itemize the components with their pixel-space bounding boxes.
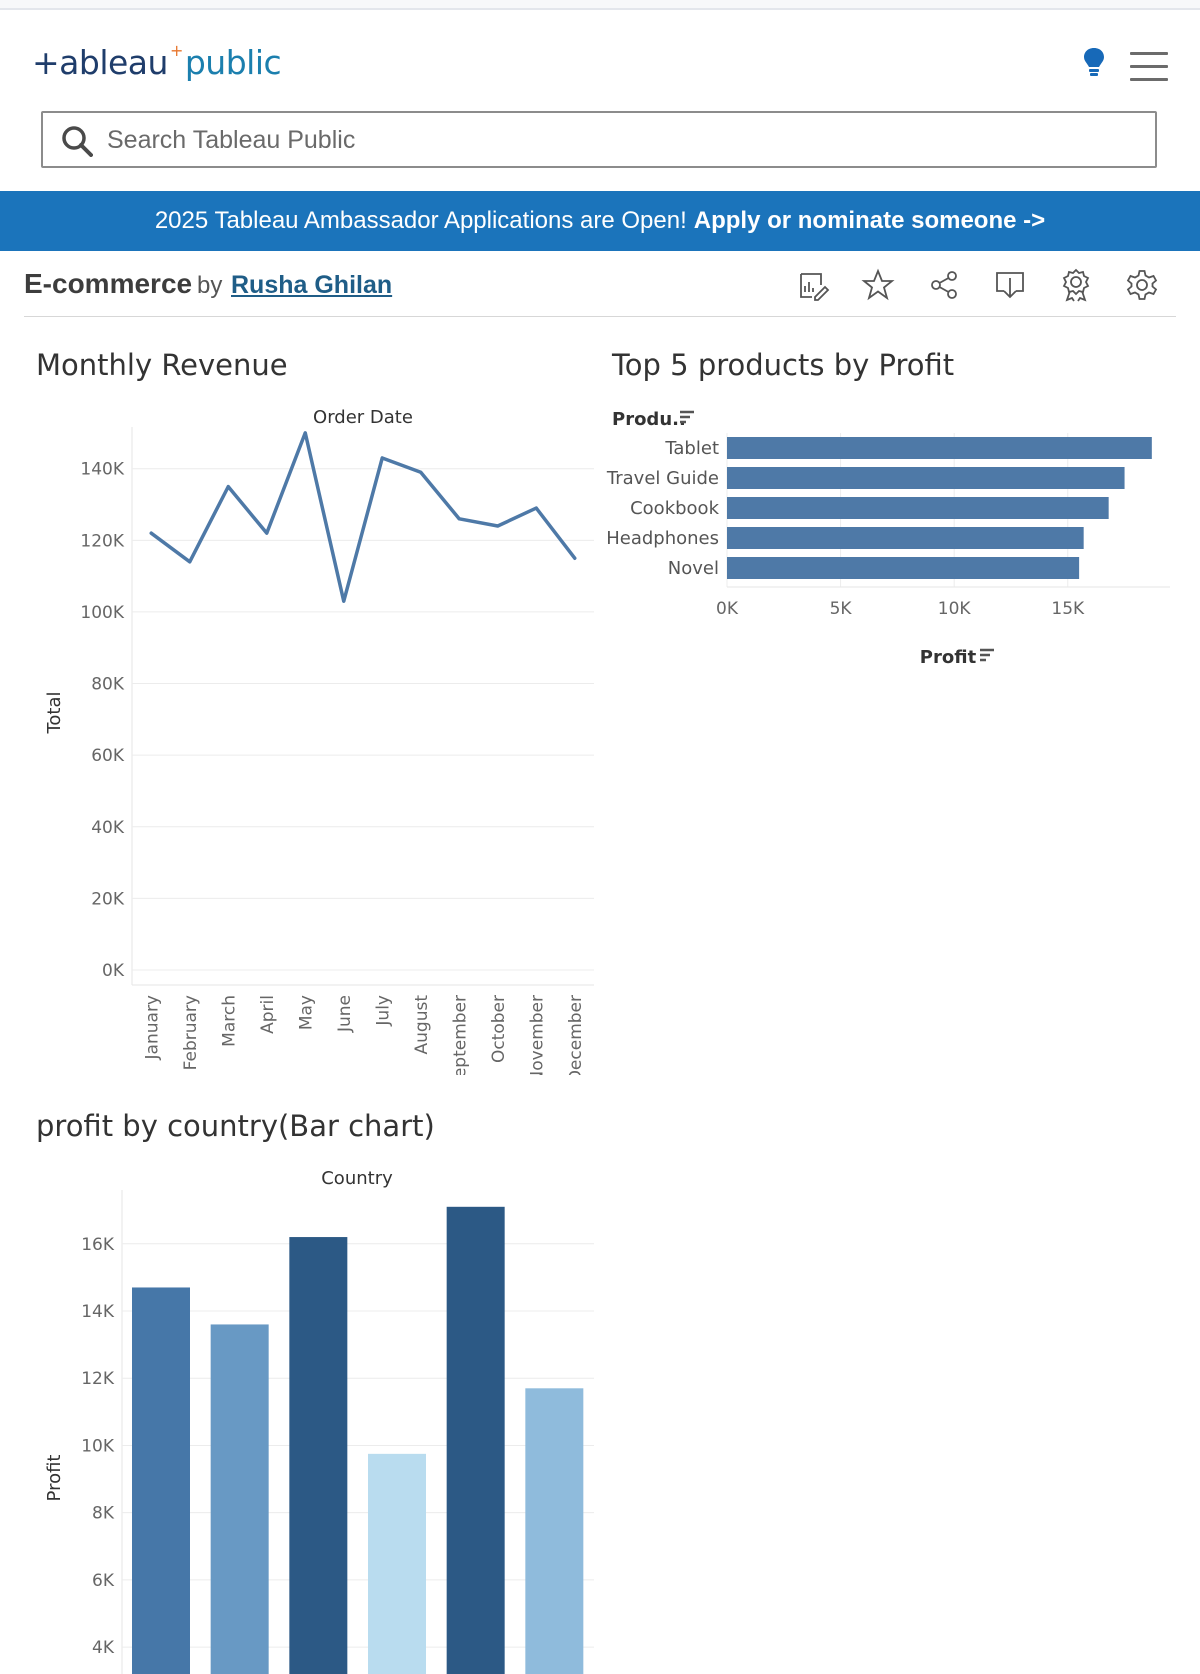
profit-by-country-chart: Country 4K 6K 8K 10K 12K 14K 16K Profit — [44, 1168, 594, 1674]
y-tick-label: 20K — [91, 889, 125, 909]
profit-bar — [727, 467, 1125, 489]
country-profit-bar — [289, 1237, 348, 1674]
banner-link[interactable]: Apply or nominate someone -> — [693, 207, 1046, 234]
site-header: +ableau + public — [0, 10, 1200, 105]
viz-title: E-commerce — [24, 268, 193, 299]
tableau-public-logo[interactable]: +ableau + public — [32, 37, 282, 87]
y-axis-title: Total — [44, 691, 65, 734]
y-tick-label: 10K — [81, 1436, 115, 1456]
y-tick-label: 60K — [91, 746, 125, 766]
banner-text: 2025 Tableau Ambassador Applications are… — [154, 207, 687, 234]
hamburger-menu-icon[interactable] — [1130, 52, 1168, 82]
sort-icon — [680, 410, 694, 424]
row-header: Produ.. — [612, 409, 686, 430]
x-tick-label: August — [412, 995, 432, 1055]
x-tick-label: December — [566, 995, 586, 1075]
revenue-point — [534, 506, 538, 510]
top-products-title: Top 5 products by Profit — [612, 348, 955, 382]
revenue-point — [303, 431, 307, 435]
x-tick-label: 0K — [716, 599, 739, 619]
revenue-point — [419, 470, 423, 474]
y-tick-label: 16K — [81, 1235, 115, 1255]
revenue-point — [226, 485, 230, 489]
x-tick-label: March — [219, 995, 239, 1047]
revenue-point — [149, 531, 153, 535]
logo-plus-mark: + — [169, 40, 183, 60]
revenue-point — [457, 517, 461, 521]
category-label: Cookbook — [630, 498, 719, 519]
viz-title-row: E-commerce by Rusha Ghilan — [24, 262, 1176, 317]
country-profit-bar — [210, 1324, 269, 1674]
y-tick-label: 14K — [81, 1302, 115, 1322]
x-tick-label: February — [181, 995, 201, 1070]
download-icon[interactable] — [993, 268, 1027, 302]
logo-text-public: public — [184, 42, 282, 82]
x-tick-label: May — [296, 995, 316, 1030]
search-icon — [61, 125, 93, 162]
profit-bar — [727, 497, 1109, 519]
author-link[interactable]: Rusha Ghilan — [231, 271, 393, 299]
edit-viz-icon[interactable] — [796, 268, 830, 302]
profit-bar — [727, 437, 1152, 459]
y-tick-label: 6K — [92, 1571, 115, 1591]
x-tick-label: September — [450, 995, 470, 1075]
search-input[interactable] — [105, 119, 1139, 161]
monthly-revenue-chart: Order Date 0K 20K 40K 60K 80K 100K 120K 140K Tota… — [44, 407, 594, 1075]
x-tick-label: 10K — [938, 599, 972, 619]
x-axis-title: Profit — [920, 647, 977, 668]
x-tick-label: October — [489, 995, 509, 1063]
line-chart-header: Order Date — [313, 407, 413, 428]
category-label: Travel Guide — [606, 468, 719, 489]
lightbulb-icon[interactable] — [1082, 46, 1106, 85]
country-profit-bar — [525, 1388, 584, 1674]
revenue-point — [265, 531, 269, 535]
y-tick-label: 80K — [91, 675, 125, 695]
x-tick-label: 15K — [1051, 599, 1085, 619]
x-tick-label: November — [527, 995, 547, 1075]
y-tick-label: 0K — [102, 961, 125, 981]
top-border — [0, 0, 1200, 10]
search-bar[interactable] — [41, 111, 1157, 168]
category-label: Novel — [668, 558, 719, 579]
revenue-point — [573, 556, 577, 560]
by-label: by — [197, 272, 223, 299]
sort-icon — [980, 648, 994, 662]
country-profit-bar — [132, 1287, 190, 1674]
bar-chart-header: Country — [321, 1168, 393, 1189]
announcement-banner: 2025 Tableau Ambassador Applications are… — [0, 191, 1200, 251]
x-tick-label: July — [373, 995, 393, 1027]
revenue-point — [496, 524, 500, 528]
favorite-star-icon[interactable] — [861, 268, 895, 302]
x-tick-label: January — [142, 995, 162, 1060]
top-products-chart: Produ.. 0K 5K 10K 15K Tablet Travel Guide Cookb… — [606, 409, 1170, 668]
y-tick-label: 100K — [80, 603, 124, 623]
y-tick-label: 140K — [80, 460, 124, 480]
x-tick-label: April — [258, 995, 278, 1034]
revenue-point — [380, 456, 384, 460]
profit-by-country-title: profit by country(Bar chart) — [36, 1109, 435, 1143]
category-label: Headphones — [606, 528, 719, 549]
y-tick-label: 40K — [91, 818, 125, 838]
y-axis-title: Profit — [44, 1455, 65, 1502]
country-profit-bar — [368, 1453, 426, 1674]
y-tick-label: 8K — [92, 1504, 115, 1524]
y-tick-label: 120K — [80, 531, 124, 551]
revenue-point — [188, 560, 192, 564]
country-profit-bar — [446, 1206, 505, 1674]
revenue-line — [149, 431, 577, 603]
y-tick-label: 4K — [92, 1638, 115, 1658]
monthly-revenue-title: Monthly Revenue — [36, 348, 288, 382]
x-tick-label: 5K — [830, 599, 853, 619]
revenue-point — [342, 599, 346, 603]
logo-text-tableau: +ableau — [32, 42, 168, 82]
x-tick-label: June — [335, 995, 355, 1033]
settings-gear-icon[interactable] — [1125, 268, 1159, 302]
share-icon[interactable] — [927, 268, 961, 302]
profit-bar — [727, 527, 1084, 549]
category-label: Tablet — [664, 438, 719, 459]
profit-bar — [727, 557, 1080, 579]
award-icon[interactable] — [1059, 268, 1093, 302]
y-tick-label: 12K — [81, 1369, 115, 1389]
